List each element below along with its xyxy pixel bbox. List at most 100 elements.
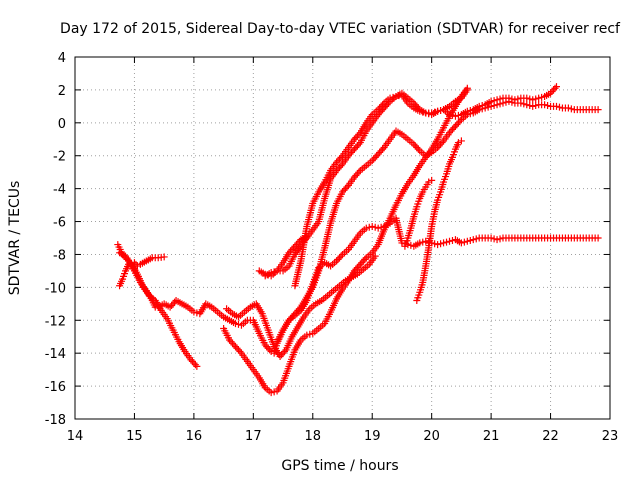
data-point — [541, 101, 549, 109]
data-point — [353, 142, 361, 150]
data-point — [232, 343, 239, 351]
data-point — [355, 130, 363, 138]
data-point — [355, 168, 363, 176]
data-point — [267, 269, 275, 277]
data-point — [487, 102, 495, 110]
data-point — [336, 163, 344, 171]
data-point — [334, 255, 342, 263]
data-point — [529, 102, 537, 110]
data-series — [223, 252, 379, 360]
data-point — [190, 359, 198, 367]
data-point — [229, 339, 237, 347]
data-point — [337, 153, 345, 161]
data-point — [276, 352, 284, 360]
data-point — [343, 183, 351, 191]
data-point — [443, 238, 451, 246]
data-point — [233, 344, 241, 352]
data-point — [267, 348, 275, 356]
data-point — [508, 98, 516, 106]
data-point — [434, 107, 442, 115]
data-point — [356, 260, 364, 268]
data-point — [425, 178, 433, 186]
data-point — [553, 83, 560, 91]
data-point — [386, 94, 394, 102]
data-point — [191, 361, 199, 369]
data-point — [288, 246, 296, 254]
data-point — [450, 124, 458, 132]
data-point — [374, 106, 382, 114]
data-point — [358, 259, 366, 267]
data-point — [454, 111, 462, 119]
data-point — [481, 104, 489, 112]
data-point — [365, 223, 373, 231]
data-point — [352, 265, 360, 273]
data-point — [547, 89, 555, 97]
data-point — [337, 162, 345, 170]
data-series — [114, 214, 602, 357]
data-point — [448, 125, 456, 133]
data-point — [551, 84, 559, 92]
data-point — [333, 158, 341, 166]
data-point — [437, 140, 445, 148]
data-point — [478, 105, 486, 113]
y-tick-label: -16 — [45, 380, 66, 395]
data-point — [490, 235, 498, 243]
data-point — [373, 152, 381, 160]
data-point — [463, 237, 471, 245]
y-tick-label: -12 — [45, 314, 66, 329]
data-point — [463, 86, 471, 94]
data-point — [505, 97, 513, 105]
data-point — [166, 303, 174, 311]
data-point — [226, 336, 234, 344]
data-point — [472, 235, 480, 243]
data-point — [555, 103, 563, 111]
data-point — [457, 137, 465, 145]
data-point — [352, 134, 360, 142]
data-point — [350, 135, 358, 143]
y-axis-label: SDTVAR / TECUs — [7, 181, 23, 296]
data-point — [564, 104, 572, 112]
data-point — [227, 338, 235, 346]
data-point — [362, 224, 370, 232]
data-point — [389, 93, 397, 101]
data-point — [349, 147, 357, 155]
data-point — [484, 103, 492, 111]
data-point — [361, 255, 369, 263]
data-series — [291, 86, 471, 290]
data-point — [306, 330, 314, 338]
data-point — [234, 346, 242, 354]
data-point — [333, 257, 341, 265]
x-tick-label: 20 — [423, 429, 440, 444]
data-point — [460, 238, 468, 246]
data-series — [273, 97, 602, 346]
data-point — [379, 145, 387, 153]
data-point — [523, 94, 531, 102]
data-point — [517, 99, 525, 107]
data-point — [263, 343, 271, 351]
x-tick-label: 17 — [245, 429, 262, 444]
data-point — [419, 108, 427, 116]
data-point — [446, 111, 453, 119]
data-point — [414, 145, 422, 153]
data-point — [371, 223, 379, 231]
data-point — [544, 102, 552, 110]
data-point — [466, 236, 474, 244]
data-point — [435, 142, 443, 150]
data-point — [278, 351, 286, 359]
data-point — [410, 140, 418, 148]
data-point — [285, 249, 293, 257]
data-point — [550, 86, 558, 94]
data-point — [431, 240, 439, 248]
data-point — [281, 348, 289, 356]
y-tick-label: -14 — [45, 347, 66, 362]
data-point — [454, 139, 462, 147]
data-marks — [114, 83, 602, 397]
y-tick-label: 4 — [58, 51, 66, 66]
data-point — [190, 308, 198, 316]
data-point — [187, 356, 195, 364]
y-tick-label: -10 — [45, 281, 66, 296]
data-point — [553, 102, 560, 110]
plot-frame — [74, 56, 611, 420]
data-point — [261, 341, 269, 349]
